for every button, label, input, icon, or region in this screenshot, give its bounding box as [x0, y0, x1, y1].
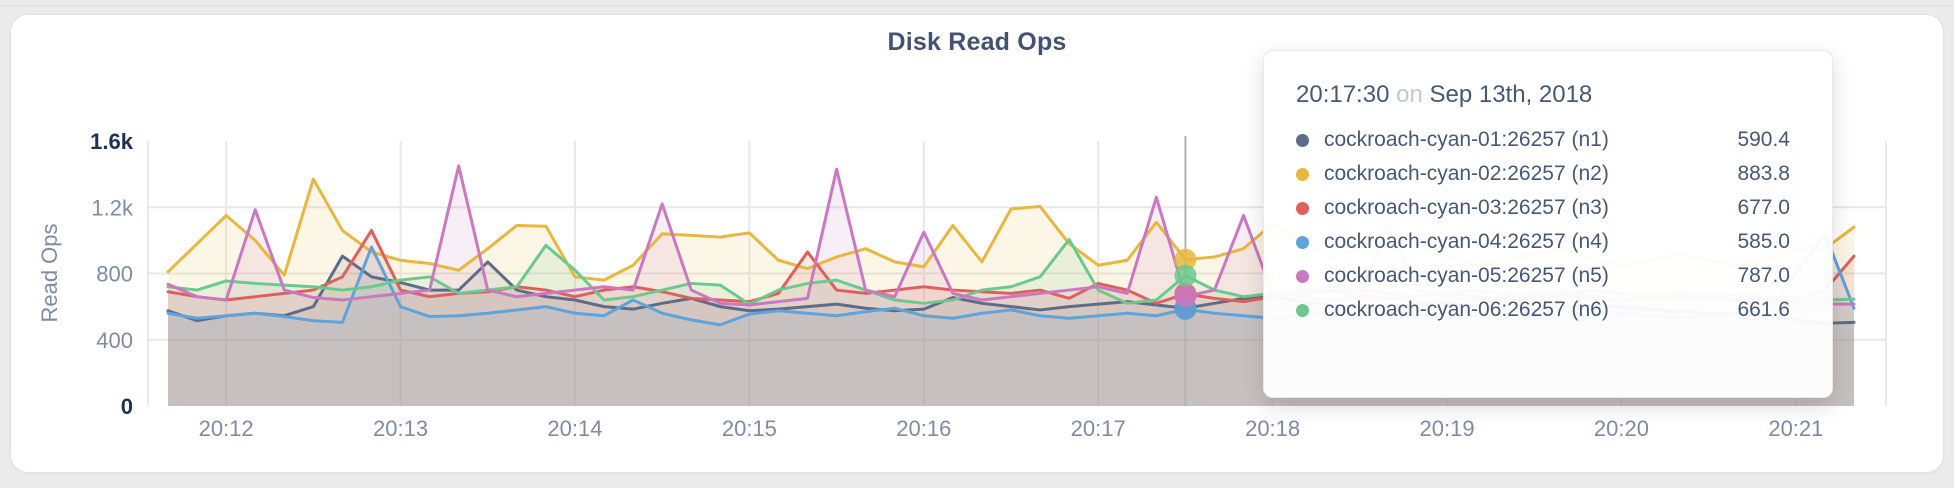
- series-value: 787.0: [1737, 264, 1790, 287]
- series-value: 590.4: [1737, 128, 1790, 151]
- tooltip-row: cockroach-cyan-05:26257 (n5) 787.0: [1296, 259, 1804, 293]
- series-color-dot-icon: [1296, 269, 1309, 283]
- series-name: cockroach-cyan-01:26257 (n1): [1324, 128, 1609, 151]
- x-axis-labels: 20:12 20:13 20:14 20:15 20:16 20:17 20:18 20:19…: [199, 416, 1824, 441]
- chart-title: Disk Read Ops: [887, 28, 1067, 56]
- x-tick-label: 20:18: [1245, 416, 1300, 441]
- tooltip-row: cockroach-cyan-04:26257 (n4) 585.0: [1296, 225, 1804, 259]
- hover-tooltip: 20:17:30 on Sep 13th, 2018 cockroach-cya…: [1263, 50, 1833, 398]
- series-color-dot-icon: [1296, 167, 1309, 181]
- x-tick-label: 20:13: [373, 416, 428, 441]
- series-value: 677.0: [1737, 196, 1790, 219]
- series-value: 661.6: [1737, 298, 1790, 321]
- x-tick-label: 20:16: [896, 416, 951, 441]
- y-axis-labels: 0 400 800 1.2k 1.6k: [90, 129, 134, 419]
- y-tick-label: 1.2k: [91, 195, 134, 220]
- hover-point: [1174, 248, 1197, 271]
- series-value: 883.8: [1737, 162, 1790, 185]
- series-name: cockroach-cyan-05:26257 (n5): [1324, 264, 1609, 287]
- tooltip-time: 20:17:30: [1296, 81, 1390, 108]
- series-color-dot-icon: [1296, 201, 1309, 215]
- series-color-dot-icon: [1296, 235, 1309, 249]
- series-color-dot-icon: [1296, 303, 1309, 317]
- hover-dots: [1174, 248, 1197, 321]
- y-axis-title: Read Ops: [37, 223, 62, 322]
- y-tick-label: 800: [96, 262, 133, 287]
- x-tick-label: 20:15: [722, 416, 777, 441]
- tooltip-on-word: on: [1396, 81, 1423, 108]
- series-name: cockroach-cyan-06:26257 (n6): [1324, 298, 1609, 321]
- x-tick-label: 20:20: [1594, 416, 1649, 441]
- tooltip-row: cockroach-cyan-02:26257 (n2) 883.8: [1296, 157, 1804, 191]
- hover-point: [1174, 264, 1197, 287]
- series-value: 585.0: [1737, 230, 1790, 253]
- x-tick-label: 20:12: [199, 416, 254, 441]
- series-color-dot-icon: [1296, 133, 1309, 147]
- x-tick-label: 20:14: [547, 416, 602, 441]
- series-name: cockroach-cyan-04:26257 (n4): [1324, 230, 1609, 253]
- hover-point: [1174, 285, 1197, 308]
- x-tick-label: 20:21: [1768, 416, 1823, 441]
- tooltip-rows: cockroach-cyan-01:26257 (n1) 590.4 cockroa…: [1296, 123, 1804, 327]
- y-tick-label: 0: [121, 394, 133, 419]
- series-name: cockroach-cyan-02:26257 (n2): [1324, 162, 1609, 185]
- tooltip-row: cockroach-cyan-03:26257 (n3) 677.0: [1296, 191, 1804, 225]
- tooltip-row: cockroach-cyan-06:26257 (n6) 661.6: [1296, 293, 1804, 327]
- x-tick-label: 20:19: [1420, 416, 1475, 441]
- y-tick-label: 1.6k: [90, 129, 134, 154]
- tooltip-row: cockroach-cyan-01:26257 (n1) 590.4: [1296, 123, 1804, 157]
- y-tick-label: 400: [96, 328, 133, 353]
- tooltip-date: Sep 13th, 2018: [1429, 81, 1593, 108]
- series-name: cockroach-cyan-03:26257 (n3): [1324, 196, 1609, 219]
- tooltip-header: 20:17:30 on Sep 13th, 2018: [1296, 81, 1804, 109]
- x-tick-label: 20:17: [1071, 416, 1126, 441]
- top-divider: [0, 5, 1954, 6]
